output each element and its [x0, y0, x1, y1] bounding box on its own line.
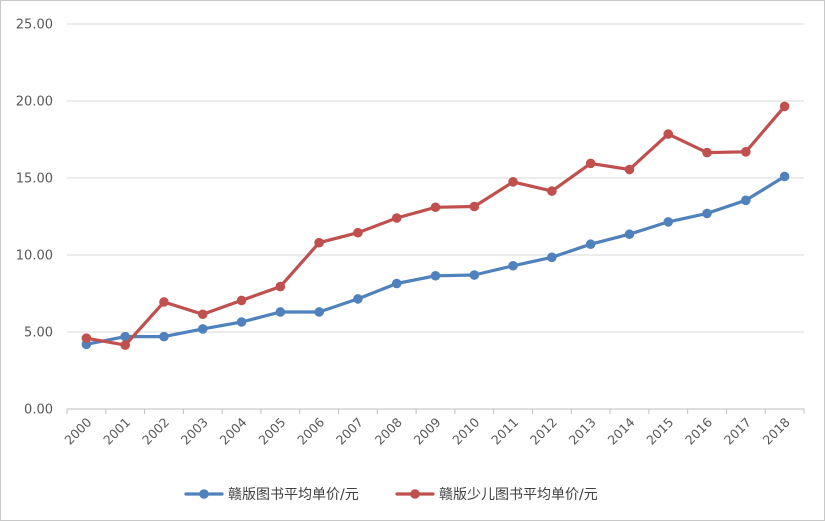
data-point	[353, 227, 363, 238]
legend-label: 赣版少儿图书平均单价/元	[439, 487, 598, 503]
x-tick-label: 2007	[333, 415, 366, 448]
x-tick-label: 2012	[527, 415, 560, 448]
series-group	[81, 101, 790, 350]
data-point	[120, 340, 130, 350]
data-point	[585, 158, 596, 169]
data-point	[120, 331, 130, 342]
data-point	[197, 324, 208, 334]
y-tick-label: 5.00	[24, 326, 53, 341]
x-axis-ticks: 2000 2001 2002 2003 2004 2005 2006 2007 2008 2009…	[61, 414, 792, 447]
data-point	[391, 278, 402, 289]
data-point	[624, 164, 635, 175]
x-tick-label: 2002	[139, 415, 172, 448]
gridlines	[67, 23, 804, 333]
x-tick-label: 2011	[488, 415, 521, 448]
series-line	[84, 174, 787, 346]
data-point	[430, 270, 441, 281]
x-tick-label: 2017	[721, 415, 754, 448]
series-line	[84, 104, 787, 347]
legend: 赣版图书平均单价/元 赣版少儿图书平均单价/元	[184, 487, 598, 503]
data-point	[547, 252, 557, 263]
legend-item-1: 赣版图书平均单价/元	[184, 487, 359, 503]
data-point	[508, 260, 518, 271]
legend-item-2: 赣版少儿图书平均单价/元	[395, 487, 598, 503]
x-tick-label: 2018	[760, 414, 793, 447]
y-tick-label: 15.00	[16, 172, 53, 187]
data-point	[469, 270, 480, 280]
data-point	[663, 129, 674, 139]
series-1	[81, 171, 790, 350]
y-tick-label: 0.00	[24, 403, 53, 418]
data-point	[779, 171, 790, 182]
y-axis-ticks: 0.00 5.00 10.00 15.00 20.00 25.00	[16, 18, 53, 418]
x-tick-label: 2001	[100, 415, 133, 448]
data-point	[741, 195, 751, 206]
data-point	[159, 297, 169, 307]
data-point	[430, 202, 441, 213]
data-point	[197, 309, 208, 320]
data-point	[741, 147, 751, 157]
series-2	[81, 101, 790, 350]
data-point	[391, 213, 402, 223]
x-tick-label: 2016	[682, 414, 715, 447]
data-point	[159, 331, 169, 342]
data-point	[624, 229, 635, 240]
data-point	[236, 317, 247, 327]
x-tick-label: 2005	[255, 415, 288, 448]
data-point	[663, 217, 674, 227]
data-point	[236, 295, 247, 306]
legend-swatch-marker	[410, 489, 420, 499]
x-tick-label: 2008	[372, 414, 405, 447]
y-tick-label: 10.00	[16, 249, 53, 264]
x-tick-label: 2013	[566, 415, 599, 448]
x-tick-label: 2010	[449, 414, 482, 447]
data-point	[275, 281, 286, 292]
data-point	[702, 208, 712, 219]
legend-swatch-marker	[199, 489, 209, 499]
data-point	[469, 201, 480, 212]
y-tick-label: 25.00	[16, 18, 53, 33]
data-point	[585, 239, 596, 250]
x-tick-label: 2014	[604, 414, 637, 447]
data-point	[547, 186, 557, 196]
x-tick-label: 2003	[178, 415, 211, 448]
x-tick-label: 2004	[217, 414, 250, 447]
data-point	[702, 147, 712, 158]
data-point	[275, 307, 286, 317]
data-point	[353, 294, 363, 304]
x-tick-label: 2009	[411, 414, 444, 447]
y-tick-label: 20.00	[16, 95, 53, 110]
x-axis	[66, 408, 805, 414]
legend-label: 赣版图书平均单价/元	[228, 487, 359, 503]
data-point	[779, 101, 790, 112]
data-point	[314, 237, 324, 248]
data-point	[81, 333, 92, 343]
x-tick-label: 2006	[294, 414, 327, 447]
data-point	[314, 307, 324, 317]
x-tick-label: 2015	[643, 415, 676, 448]
data-point	[508, 177, 518, 187]
x-tick-label: 2000	[61, 414, 94, 447]
